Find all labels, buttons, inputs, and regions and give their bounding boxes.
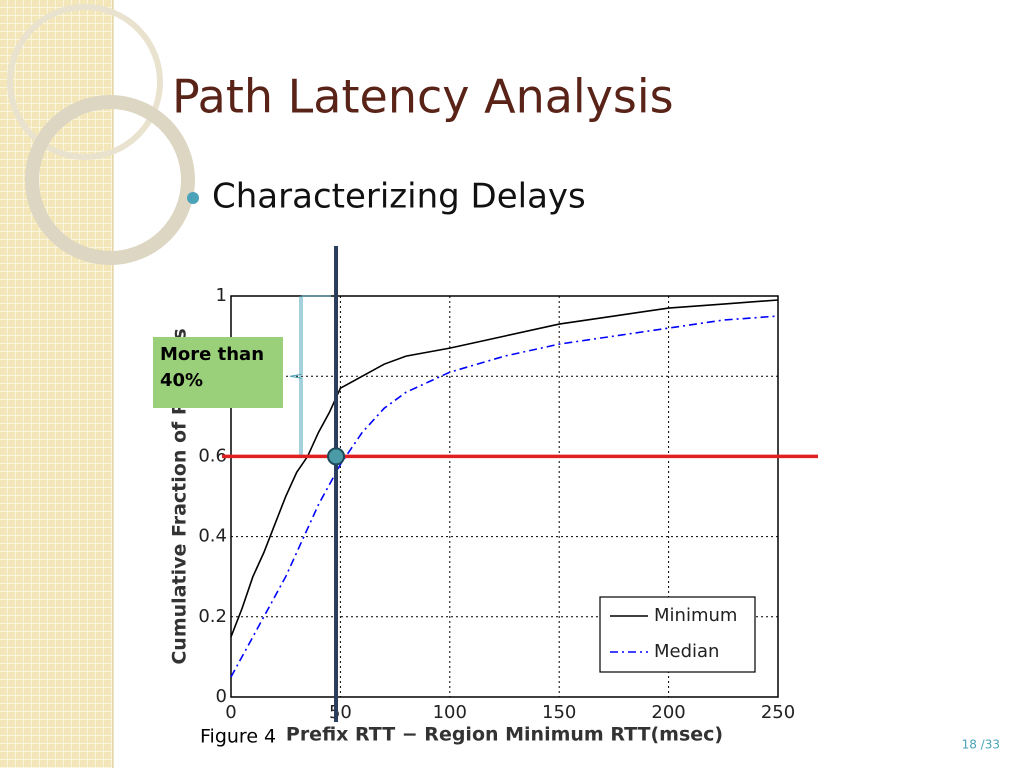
y-tick-label: 0 [216, 686, 227, 707]
x-tick-label: 0 [225, 702, 236, 723]
legend-label: Minimum [654, 605, 737, 626]
decor-circle [25, 95, 195, 265]
callout-text: More than 40% [160, 344, 265, 391]
y-axis-label: Cumulative Fraction of Prefixes [169, 328, 191, 664]
y-tick-label: 0.2 [198, 606, 227, 627]
figure-label: Figure 4 [200, 726, 276, 748]
page-number: 18 /33 [962, 738, 1000, 752]
legend-box [599, 596, 756, 673]
y-tick-label: 1 [216, 285, 227, 306]
bullet-dot [187, 192, 199, 204]
callout-box [153, 337, 283, 408]
y-tick-label: 0.6 [198, 445, 227, 466]
x-tick-label: 50 [329, 702, 352, 723]
callout: More than 40% [160, 344, 265, 391]
x-tick-label: 250 [761, 702, 795, 723]
decor-circle [7, 4, 163, 160]
slide-title: Path Latency Analysis [172, 70, 674, 124]
series-line [230, 315, 779, 678]
x-tick-label: 100 [433, 702, 467, 723]
x-tick-label: 200 [651, 702, 685, 723]
legend-label: Median [654, 641, 719, 662]
y-tick-label: 0.4 [198, 526, 227, 547]
x-axis-label: Prefix RTT − Region Minimum RTT(msec) [286, 724, 723, 746]
x-tick-label: 150 [542, 702, 576, 723]
series-line [230, 299, 779, 638]
intersection-dot [327, 447, 346, 466]
bullet-text: Characterizing Delays [212, 177, 586, 217]
